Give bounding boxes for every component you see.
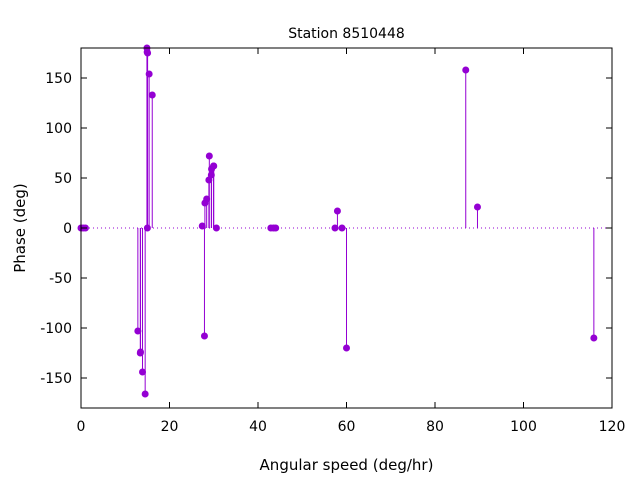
data-point: [590, 334, 598, 342]
data-point: [198, 222, 206, 230]
x-axis-title: Angular speed (deg/hr): [260, 456, 434, 474]
x-tick-label: 100: [510, 419, 537, 435]
y-tick-labels: -150 -100 -50 0 50 100 150: [40, 71, 72, 387]
data-point: [272, 224, 280, 232]
data-point: [144, 49, 152, 57]
data-point: [207, 171, 215, 179]
y-tick-label: 0: [63, 221, 72, 237]
data-point: [205, 152, 213, 160]
data-point: [210, 162, 218, 170]
x-tick-label: 60: [338, 419, 356, 435]
y-tick-label: 50: [54, 171, 72, 187]
y-tick-label: 150: [45, 71, 72, 87]
data-point: [141, 390, 149, 398]
x-tick-label: 120: [599, 419, 626, 435]
x-tick-labels: 0 20 40 60 80 100 120: [77, 419, 626, 435]
data-point: [343, 344, 350, 352]
y-tick-label: 100: [45, 121, 72, 137]
data-point: [148, 91, 156, 99]
data-point: [145, 70, 153, 78]
y-tick-label: -100: [40, 321, 72, 337]
axis-ticks: [80, 48, 613, 408]
x-tick-label: 0: [77, 419, 86, 435]
x-tick-label: 40: [249, 419, 267, 435]
data-point: [200, 332, 208, 340]
data-points: [77, 44, 598, 398]
x-tick-label: 80: [426, 419, 444, 435]
data-point: [331, 224, 339, 232]
data-point: [473, 203, 481, 211]
y-axis-title: Phase (deg): [11, 183, 29, 273]
data-point: [134, 327, 142, 335]
data-point: [203, 195, 211, 203]
x-tick-label: 20: [161, 419, 179, 435]
y-tick-label: -50: [49, 271, 72, 287]
data-point: [139, 368, 147, 376]
data-point: [137, 348, 145, 356]
data-point: [143, 224, 151, 232]
chart-title: Station 8510448: [288, 26, 405, 42]
data-point: [462, 66, 470, 74]
y-tick-label: -150: [40, 371, 72, 387]
data-point: [333, 207, 341, 215]
data-point: [338, 224, 346, 232]
data-point: [212, 224, 220, 232]
